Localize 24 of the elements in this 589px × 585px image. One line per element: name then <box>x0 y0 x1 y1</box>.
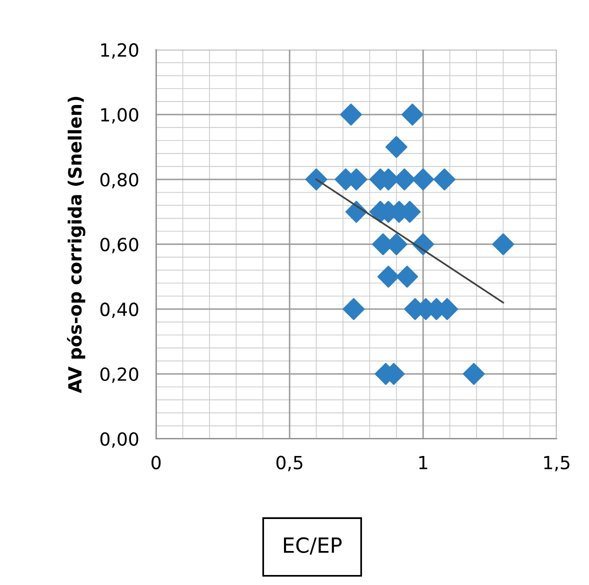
y-tick-label: 0,60 <box>100 238 138 254</box>
point <box>342 298 365 320</box>
point <box>340 104 362 126</box>
point <box>462 362 485 385</box>
point <box>305 168 328 190</box>
x-axis-title: EC/EP <box>284 537 342 555</box>
point <box>433 168 456 190</box>
y-tick-label: 1,00 <box>101 108 138 124</box>
point <box>377 266 400 288</box>
y-axis-title: AV pós-op corrigida (Snellen) <box>66 96 86 394</box>
point <box>396 266 418 288</box>
y-tick-label: 0,00 <box>100 432 138 448</box>
x-tick-label: 1,5 <box>544 456 570 472</box>
y-tick-label: 0,80 <box>100 172 138 188</box>
point <box>385 136 408 158</box>
point <box>412 168 434 190</box>
y-tick-label: 0,40 <box>100 302 138 318</box>
x-tick-label: 0,5 <box>276 456 302 472</box>
y-tick-label: 1,20 <box>101 43 138 59</box>
x-tick-label: 0 <box>152 456 161 470</box>
point <box>492 233 514 256</box>
y-tick-label: 0,20 <box>100 367 138 383</box>
x-tick-label: 1 <box>419 456 428 470</box>
point <box>401 104 424 126</box>
